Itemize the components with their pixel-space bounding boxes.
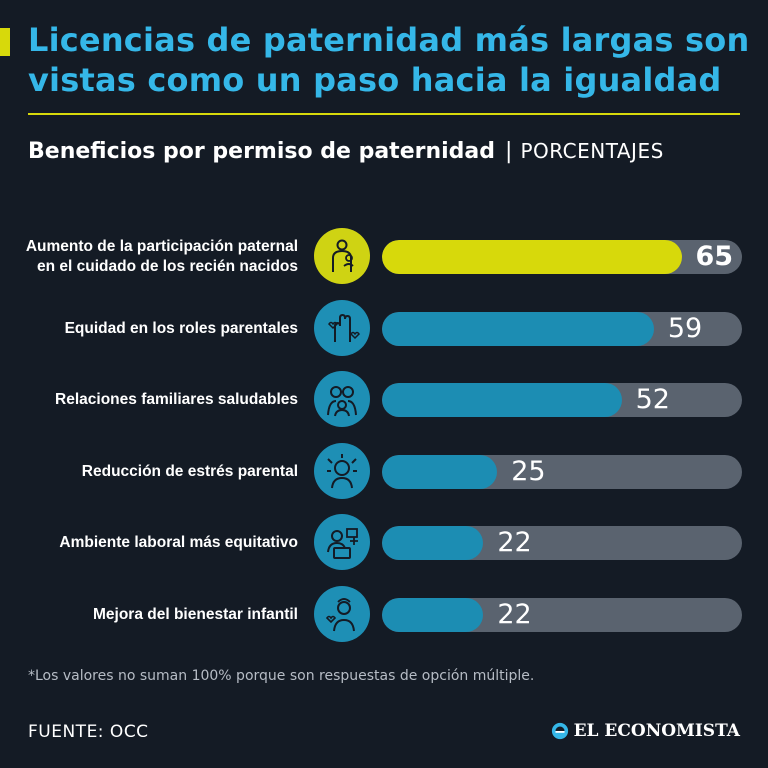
chart-subtitle: Beneficios por permiso de paternidad <box>28 139 496 164</box>
category-label: Reducción de estrés parental <box>81 462 298 480</box>
title-divider <box>28 113 740 115</box>
footnote: *Los valores no suman 100% porque son re… <box>28 668 535 684</box>
data-label: 52 <box>635 384 670 415</box>
bar <box>382 597 484 632</box>
stress-icon <box>314 442 370 499</box>
bar <box>382 526 484 560</box>
bar <box>382 383 622 417</box>
child-wellbeing-icon <box>314 585 370 642</box>
category-label: Relaciones familiares saludables <box>55 391 298 408</box>
bar <box>382 311 654 346</box>
brand-mark-icon <box>551 722 568 740</box>
bar-track: 59 <box>382 311 742 346</box>
category-label: Equidad en los roles parentales <box>64 319 298 337</box>
subtitle-separator: | <box>505 139 513 164</box>
bar-row: Mejora del bienestar infantil 22 <box>0 585 768 642</box>
bar-row: Ambiente laboral más equitativo 22 <box>0 514 768 570</box>
bar-row: Reducción de estrés parental 25 <box>0 442 768 499</box>
data-label: 25 <box>511 455 546 487</box>
category-label: Mejora del bienestar infantil <box>93 605 298 623</box>
source-note: FUENTE: OCC <box>28 722 149 742</box>
bar-row: Aumento de la participación paternal en … <box>0 228 768 284</box>
bar-row: Relaciones familiares saludables 52 <box>0 371 768 427</box>
bar-track: 22 <box>382 526 742 560</box>
data-label: 65 <box>695 241 734 272</box>
bar-track: 65 <box>382 240 742 274</box>
bar-track: 25 <box>382 454 742 489</box>
unit-label: PORCENTAJES <box>520 139 664 163</box>
bar-track: 22 <box>382 597 742 632</box>
bar <box>382 454 498 489</box>
bar-track: 52 <box>382 383 742 417</box>
title-accent-mark <box>0 28 10 56</box>
raised-hands-icon <box>314 299 370 356</box>
data-label: 59 <box>667 312 703 344</box>
data-label: 22 <box>497 598 532 630</box>
family-icon <box>314 371 370 427</box>
laptop-worker-icon <box>314 514 370 570</box>
data-label: 22 <box>497 527 532 558</box>
father-baby-icon <box>314 228 370 284</box>
bar <box>382 240 682 274</box>
chart-title: Licencias de paternidad más largas son v… <box>28 21 750 99</box>
bar-row: Equidad en los roles parentales 59 <box>0 299 768 356</box>
category-label: Ambiente laboral más equitativo <box>59 534 298 551</box>
category-label: Aumento de la participación paternal en … <box>25 238 298 275</box>
subtitle-row: Beneficios por permiso de paternidad | POR… <box>28 137 664 166</box>
brand-logo: EL ECONOMISTA <box>551 721 740 741</box>
brand-name: EL ECONOMISTA <box>573 721 740 741</box>
